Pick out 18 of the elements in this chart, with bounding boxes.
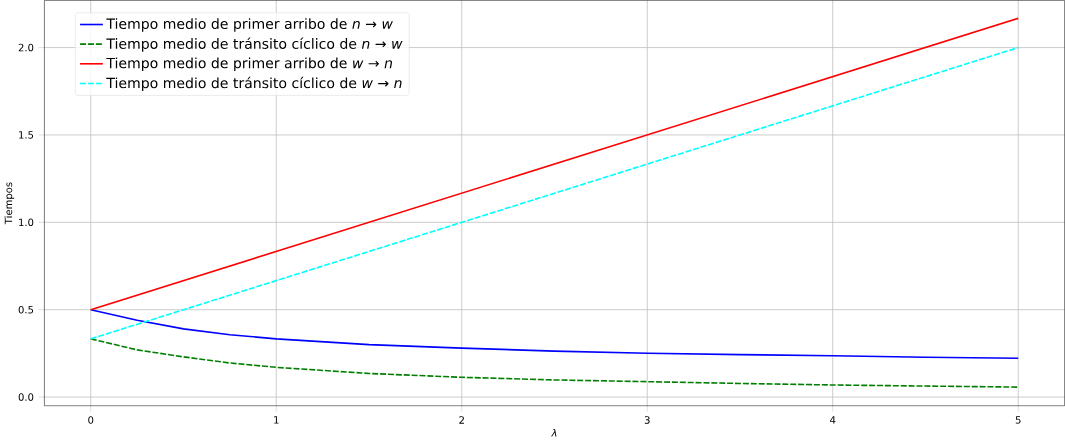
legend-label: Tiempo medio de primer arribo de w → n [106,57,392,72]
y-axis-title: Tiempos [4,182,15,225]
line-series [89,308,1020,360]
x-tick-label: 3 [644,416,650,424]
legend-label: Tiempo medio de primer arribo de n → w [106,18,393,32]
x-tick-label: 4 [830,416,836,424]
legend-label: Tiempo medio de tránsito cíclico de n → w [106,37,403,52]
x-tick-label: 5 [1015,416,1021,424]
y-tick-label: 1.5 [19,131,34,139]
y-tick-label: 0.0 [18,393,34,401]
legend-label: Tiempo medio de tránsito cíclico de w → n [106,76,402,91]
x-tick-label: 1 [274,416,279,424]
y-tick-label: 2.0 [18,43,34,52]
y-tick-label: 0.5 [18,305,34,314]
y-tick-label: 1.0 [19,218,34,227]
x-axis-title: λ [551,428,557,437]
x-tick-label: 0 [88,416,94,424]
x-tick-label: 2 [459,416,464,424]
